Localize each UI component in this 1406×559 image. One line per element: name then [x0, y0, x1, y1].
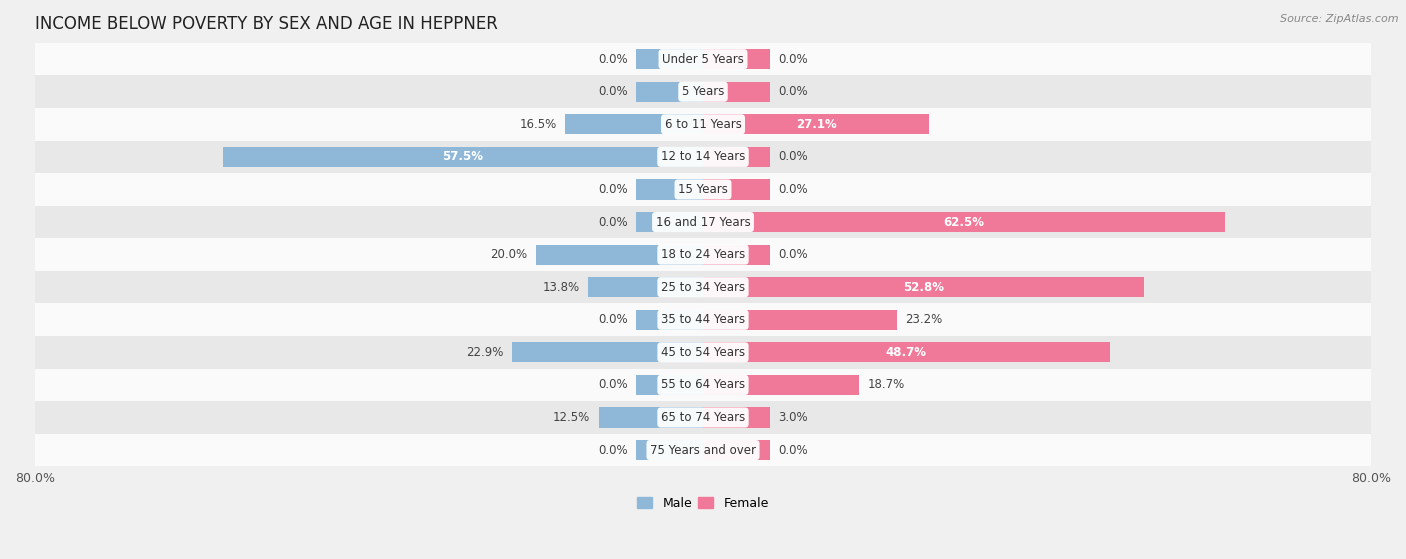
- Bar: [35, 75, 1371, 108]
- Text: 0.0%: 0.0%: [778, 53, 808, 65]
- Text: 55 to 64 Years: 55 to 64 Years: [661, 378, 745, 391]
- Bar: [636, 440, 703, 460]
- Text: 48.7%: 48.7%: [886, 346, 927, 359]
- Bar: [224, 147, 703, 167]
- Bar: [35, 401, 1371, 434]
- Text: 16.5%: 16.5%: [520, 118, 557, 131]
- Bar: [636, 310, 703, 330]
- Bar: [703, 147, 770, 167]
- Bar: [35, 271, 1371, 304]
- Bar: [703, 212, 1225, 232]
- Legend: Male, Female: Male, Female: [633, 492, 773, 515]
- Text: 5 Years: 5 Years: [682, 86, 724, 98]
- Bar: [703, 244, 770, 265]
- Bar: [536, 244, 703, 265]
- Text: 12 to 14 Years: 12 to 14 Years: [661, 150, 745, 163]
- Bar: [703, 375, 859, 395]
- Text: 6 to 11 Years: 6 to 11 Years: [665, 118, 741, 131]
- Text: 0.0%: 0.0%: [778, 443, 808, 457]
- Text: 20.0%: 20.0%: [491, 248, 527, 261]
- Text: 0.0%: 0.0%: [778, 248, 808, 261]
- Bar: [35, 368, 1371, 401]
- Bar: [35, 43, 1371, 75]
- Text: 62.5%: 62.5%: [943, 216, 984, 229]
- Text: 65 to 74 Years: 65 to 74 Years: [661, 411, 745, 424]
- Text: Source: ZipAtlas.com: Source: ZipAtlas.com: [1281, 14, 1399, 24]
- Text: 0.0%: 0.0%: [598, 86, 628, 98]
- Text: 15 Years: 15 Years: [678, 183, 728, 196]
- Bar: [703, 277, 1144, 297]
- Bar: [703, 82, 770, 102]
- Text: 0.0%: 0.0%: [598, 443, 628, 457]
- Bar: [35, 108, 1371, 141]
- Bar: [703, 440, 770, 460]
- Bar: [35, 304, 1371, 336]
- Bar: [35, 173, 1371, 206]
- Text: Under 5 Years: Under 5 Years: [662, 53, 744, 65]
- Bar: [636, 179, 703, 200]
- Bar: [35, 336, 1371, 368]
- Bar: [703, 310, 897, 330]
- Bar: [636, 375, 703, 395]
- Text: 12.5%: 12.5%: [553, 411, 591, 424]
- Text: 0.0%: 0.0%: [778, 183, 808, 196]
- Bar: [636, 82, 703, 102]
- Bar: [703, 114, 929, 134]
- Text: 0.0%: 0.0%: [778, 150, 808, 163]
- Text: 13.8%: 13.8%: [543, 281, 579, 293]
- Text: 23.2%: 23.2%: [905, 313, 942, 326]
- Bar: [35, 238, 1371, 271]
- Text: 22.9%: 22.9%: [465, 346, 503, 359]
- Text: 45 to 54 Years: 45 to 54 Years: [661, 346, 745, 359]
- Text: 0.0%: 0.0%: [598, 216, 628, 229]
- Bar: [565, 114, 703, 134]
- Text: 35 to 44 Years: 35 to 44 Years: [661, 313, 745, 326]
- Bar: [35, 206, 1371, 238]
- Text: 18 to 24 Years: 18 to 24 Years: [661, 248, 745, 261]
- Bar: [35, 434, 1371, 466]
- Text: 52.8%: 52.8%: [903, 281, 943, 293]
- Bar: [703, 408, 770, 428]
- Text: 3.0%: 3.0%: [778, 411, 808, 424]
- Bar: [512, 342, 703, 362]
- Bar: [599, 408, 703, 428]
- Text: 0.0%: 0.0%: [598, 183, 628, 196]
- Bar: [588, 277, 703, 297]
- Text: 57.5%: 57.5%: [443, 150, 484, 163]
- Text: 0.0%: 0.0%: [778, 86, 808, 98]
- Bar: [35, 141, 1371, 173]
- Bar: [636, 49, 703, 69]
- Text: 16 and 17 Years: 16 and 17 Years: [655, 216, 751, 229]
- Text: 25 to 34 Years: 25 to 34 Years: [661, 281, 745, 293]
- Text: 0.0%: 0.0%: [598, 378, 628, 391]
- Text: 75 Years and over: 75 Years and over: [650, 443, 756, 457]
- Text: 0.0%: 0.0%: [598, 313, 628, 326]
- Text: 27.1%: 27.1%: [796, 118, 837, 131]
- Bar: [703, 342, 1109, 362]
- Bar: [703, 179, 770, 200]
- Bar: [703, 49, 770, 69]
- Bar: [636, 212, 703, 232]
- Text: 0.0%: 0.0%: [598, 53, 628, 65]
- Text: 18.7%: 18.7%: [868, 378, 904, 391]
- Text: INCOME BELOW POVERTY BY SEX AND AGE IN HEPPNER: INCOME BELOW POVERTY BY SEX AND AGE IN H…: [35, 15, 498, 33]
